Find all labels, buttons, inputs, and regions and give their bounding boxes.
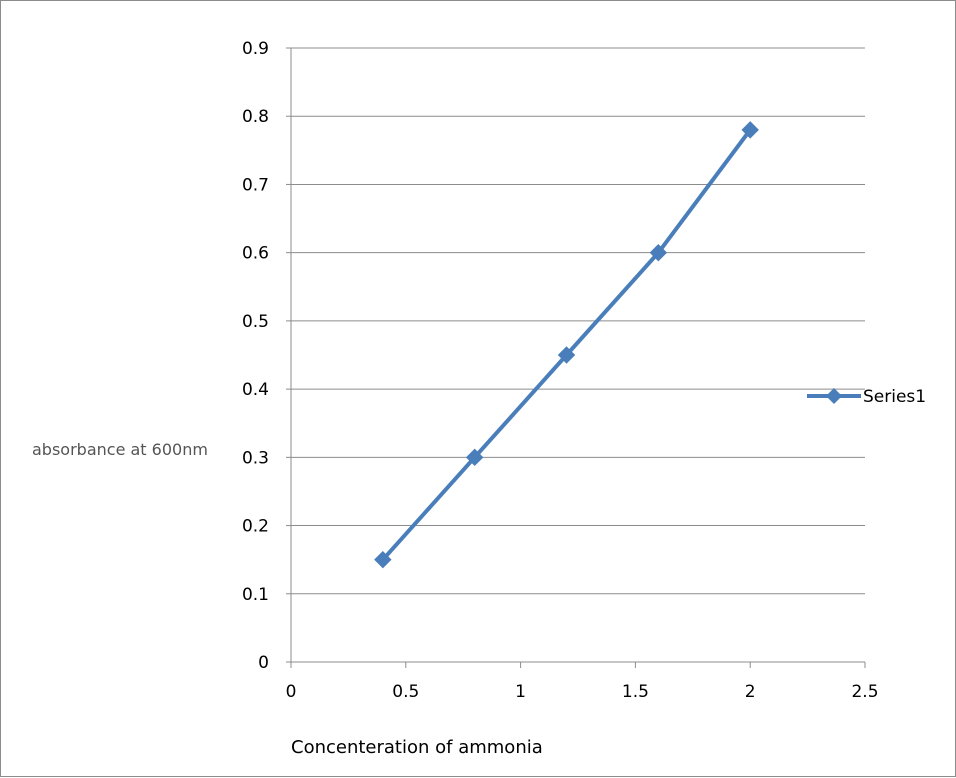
y-tick-label-0: 0: [258, 653, 269, 673]
legend: Series1: [807, 387, 926, 407]
legend-label: Series1: [863, 387, 926, 407]
x-tick-labels: 0 0.5 1 1.5 2 2.5: [286, 682, 879, 702]
y-tick-label-2: 0.2: [242, 517, 269, 537]
x-tick-label-3: 1.5: [622, 682, 649, 702]
data-point-0-0: [374, 550, 392, 569]
x-tick-label-5: 2.5: [851, 682, 878, 702]
x-tick-label-0: 0: [286, 682, 297, 702]
y-tick-label-4: 0.4: [242, 380, 269, 400]
y-tick-label-8: 0.8: [242, 107, 269, 127]
series-line-0: [381, 128, 752, 562]
data-point-0-1: [465, 448, 484, 467]
data-point-0-3: [649, 243, 668, 262]
x-tick-label-2: 1: [515, 682, 526, 702]
y-tick-label-1: 0.1: [242, 585, 269, 605]
y-axis-title: absorbance at 600nm: [32, 440, 208, 459]
data-markers: [374, 121, 759, 569]
y-tick-label-5: 0.5: [242, 312, 269, 332]
y-tick-label-3: 0.3: [242, 448, 269, 468]
series-lines: [381, 128, 752, 562]
y-tick-label-7: 0.7: [242, 175, 269, 195]
gridlines: [291, 47, 865, 595]
y-tick-labels: 0 0.1 0.2 0.3 0.4 0.5 0.6 0.7 0.8 0.9: [242, 39, 269, 673]
x-tick-label-1: 0.5: [392, 682, 419, 702]
legend-swatch-marker: [826, 388, 842, 404]
x-axis-title: Concenteration of ammonia: [291, 737, 543, 758]
data-point-0-2: [557, 346, 576, 364]
axes: [286, 47, 866, 668]
y-tick-label-9: 0.9: [242, 39, 269, 59]
y-tick-label-6: 0.6: [242, 244, 269, 264]
x-tick-label-4: 2: [745, 682, 756, 702]
data-point-0-4: [741, 121, 759, 139]
